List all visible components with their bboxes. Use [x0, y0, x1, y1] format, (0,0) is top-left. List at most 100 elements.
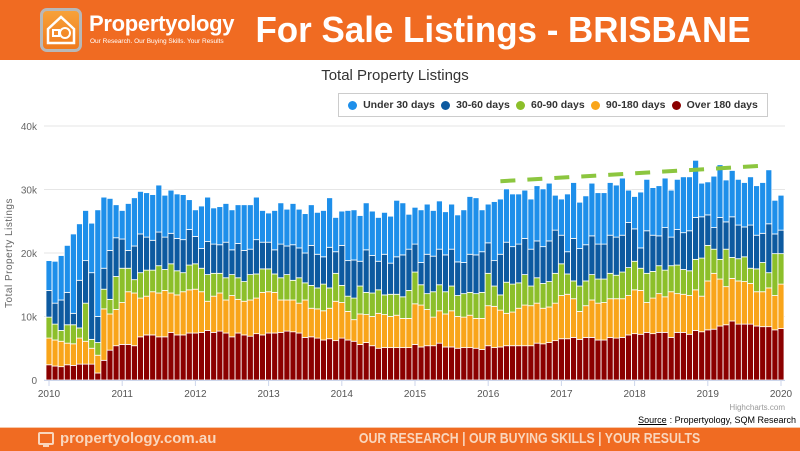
bar-segment-30-60-days [271, 249, 279, 275]
bar-segment-90-180-days [466, 314, 474, 349]
bar-segment-over-180-days [771, 329, 779, 381]
bar-segment-60-90-days [265, 268, 273, 293]
bar-segment-90-180-days [594, 302, 602, 341]
bar-segment-90-180-days [576, 311, 584, 340]
bar-segment-30-60-days [368, 255, 376, 294]
bar-segment-90-180-days [490, 305, 498, 349]
bar-segment-90-180-days [295, 302, 303, 334]
bar-segment-60-90-days [777, 253, 785, 285]
bar-segment-under-30-days [429, 210, 437, 257]
bar-segment-90-180-days [399, 318, 407, 349]
bar-segment-30-60-days [545, 240, 553, 282]
bar-segment-90-180-days [137, 297, 144, 338]
bar-segment-30-60-days [137, 233, 144, 274]
bar-segment-30-60-days [692, 217, 699, 260]
bar-segment-over-180-days [57, 366, 65, 381]
bar-segment-30-60-days [539, 246, 547, 284]
bar-segment-over-180-days [301, 337, 309, 381]
bar-segment-over-180-days [185, 332, 193, 381]
bar-segment-30-60-days [637, 247, 645, 269]
bar-segment-30-60-days [527, 248, 535, 287]
bar-segment-60-90-days [637, 267, 645, 291]
bar-segment-90-180-days [747, 283, 754, 325]
bar-segment-90-180-days [539, 307, 547, 345]
bar-segment-60-90-days [283, 274, 291, 301]
bar-segment-60-90-days [179, 272, 187, 293]
bar-segment-30-60-days [503, 241, 510, 283]
bar-segment-90-180-days [320, 310, 327, 341]
legend-item-90-180[interactable]: 90-180 days [590, 99, 665, 111]
bar-segment-over-180-days [155, 336, 163, 381]
bar-segment-90-180-days [741, 281, 748, 325]
bar-segment-90-180-days [198, 291, 205, 333]
bar-segment-90-180-days [527, 305, 535, 347]
bar-segment-30-60-days [313, 253, 321, 289]
bar-segment-over-180-days [252, 333, 260, 381]
bar-segment-60-90-days [57, 330, 65, 342]
bar-segment-over-180-days [283, 330, 291, 381]
bar-segment-60-90-days [185, 264, 193, 291]
legend-item-under-30[interactable]: Under 30 days [348, 99, 435, 111]
bar-segment-30-60-days [338, 244, 346, 286]
bar-segment-30-60-days [558, 234, 565, 265]
bar-segment-30-60-days [631, 228, 638, 262]
y-tick-label: 10k [21, 313, 38, 324]
trend-line [500, 163, 769, 184]
bar-segment-30-60-days [118, 238, 126, 269]
bar-segment-under-30-days [649, 187, 657, 236]
bar-segment-60-90-days [710, 248, 718, 274]
bar-segment-over-180-days [417, 346, 425, 381]
bar-segment-30-60-days [466, 253, 474, 293]
bar-segment-30-60-days [680, 232, 687, 270]
highcharts-credit[interactable]: Highcharts.com [729, 403, 785, 412]
bar-segment-30-60-days [582, 244, 590, 282]
bar-segment-60-90-days [698, 257, 706, 297]
y-tick-label: 30k [21, 186, 38, 197]
bar-segment-under-30-days [558, 198, 565, 236]
bar-segment-under-30-days [173, 193, 181, 239]
bar-segment-90-180-days [667, 291, 675, 338]
bar-segment-60-90-days [295, 277, 303, 304]
bar-segment-under-30-days [57, 255, 65, 301]
bar-segment-under-30-days [759, 182, 767, 234]
footer-website[interactable]: propertyology.com.au [38, 430, 216, 447]
bar-segment-90-180-days [112, 309, 120, 347]
bar-segment-30-60-days [155, 231, 163, 267]
legend-dot-icon [441, 100, 451, 110]
bar-segment-60-90-days [527, 285, 535, 307]
legend-item-over-180[interactable]: Over 180 days [671, 99, 758, 111]
bar-segment-60-90-days [381, 294, 388, 315]
bar-segment-over-180-days [435, 342, 443, 381]
bar-segment-60-90-days [673, 264, 681, 295]
bar-segment-60-90-days [307, 284, 315, 309]
bar-segment-under-30-days [198, 205, 205, 249]
bar-segment-under-30-days [777, 194, 785, 231]
bar-segment-over-180-days [124, 344, 132, 381]
legend-item-60-90[interactable]: 60-90 days [515, 99, 585, 111]
bar-segment-90-180-days [411, 303, 419, 345]
bar-segment-over-180-days [374, 347, 382, 381]
bar-segment-30-60-days [472, 254, 480, 295]
bar-segment-under-30-days [51, 260, 59, 304]
bar-segment-60-90-days [429, 291, 437, 318]
bar-segment-60-90-days [771, 253, 779, 296]
bar-segment-60-90-days [503, 281, 510, 314]
bar-segment-over-180-days [564, 338, 571, 381]
bar-segment-under-30-days [45, 260, 53, 291]
bar-segment-over-180-days [551, 340, 559, 381]
legend-item-30-60[interactable]: 30-60 days [441, 99, 510, 111]
bar-segment-60-90-days [423, 293, 431, 310]
bar-segment-under-30-days [643, 178, 651, 232]
bar-segment-over-180-days [259, 334, 266, 381]
bar-segment-60-90-days [722, 248, 730, 288]
propertyology-logo-icon [40, 8, 82, 52]
bar-segment-90-180-days [600, 302, 608, 341]
bar-segment-under-30-days [100, 196, 108, 269]
bar-segment-under-30-days [680, 176, 687, 234]
bar-segment-under-30-days [210, 207, 218, 245]
bar-segment-60-90-days [161, 269, 169, 291]
x-tick-label: 2016 [477, 389, 500, 400]
bar-segment-90-180-days [222, 299, 230, 334]
bar-segment-60-90-days [496, 294, 504, 311]
bar-segment-60-90-days [45, 316, 53, 339]
